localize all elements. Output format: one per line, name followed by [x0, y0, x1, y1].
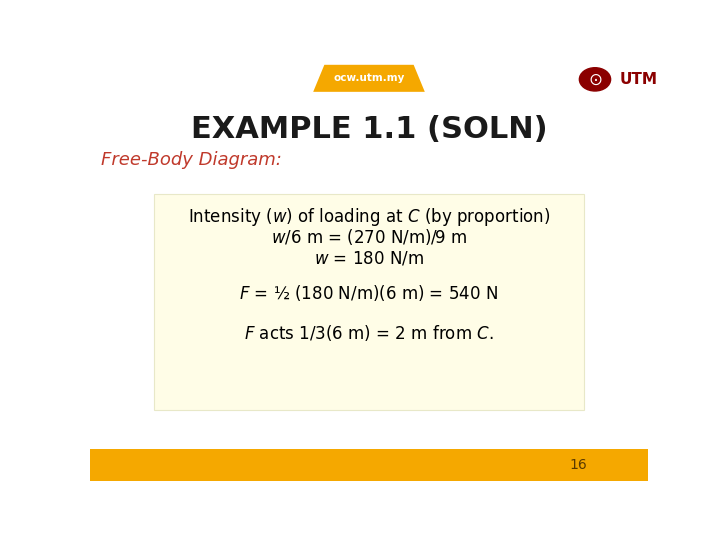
- Text: $w$/6 m = (270 N/m)/9 m: $w$/6 m = (270 N/m)/9 m: [271, 227, 467, 247]
- Text: $F$ = ½ (180 N/m)(6 m) = 540 N: $F$ = ½ (180 N/m)(6 m) = 540 N: [240, 284, 498, 303]
- Text: EXAMPLE 1.1 (SOLN): EXAMPLE 1.1 (SOLN): [191, 114, 547, 144]
- Text: UTM: UTM: [620, 72, 658, 87]
- Text: ocw.utm.my: ocw.utm.my: [333, 73, 405, 83]
- Text: Intensity ($w$) of loading at $C$ (by proportion): Intensity ($w$) of loading at $C$ (by pr…: [188, 206, 550, 227]
- Bar: [90, 449, 648, 481]
- Text: $F$ acts 1/3(6 m) = 2 m from $C$.: $F$ acts 1/3(6 m) = 2 m from $C$.: [244, 323, 494, 343]
- Text: $w$ = 180 N/m: $w$ = 180 N/m: [314, 249, 424, 267]
- Text: Free-Body Diagram:: Free-Body Diagram:: [101, 151, 282, 170]
- Text: 16: 16: [570, 458, 587, 472]
- Text: ⊙: ⊙: [588, 70, 602, 89]
- FancyBboxPatch shape: [154, 194, 584, 410]
- Circle shape: [580, 68, 611, 91]
- Polygon shape: [313, 65, 425, 92]
